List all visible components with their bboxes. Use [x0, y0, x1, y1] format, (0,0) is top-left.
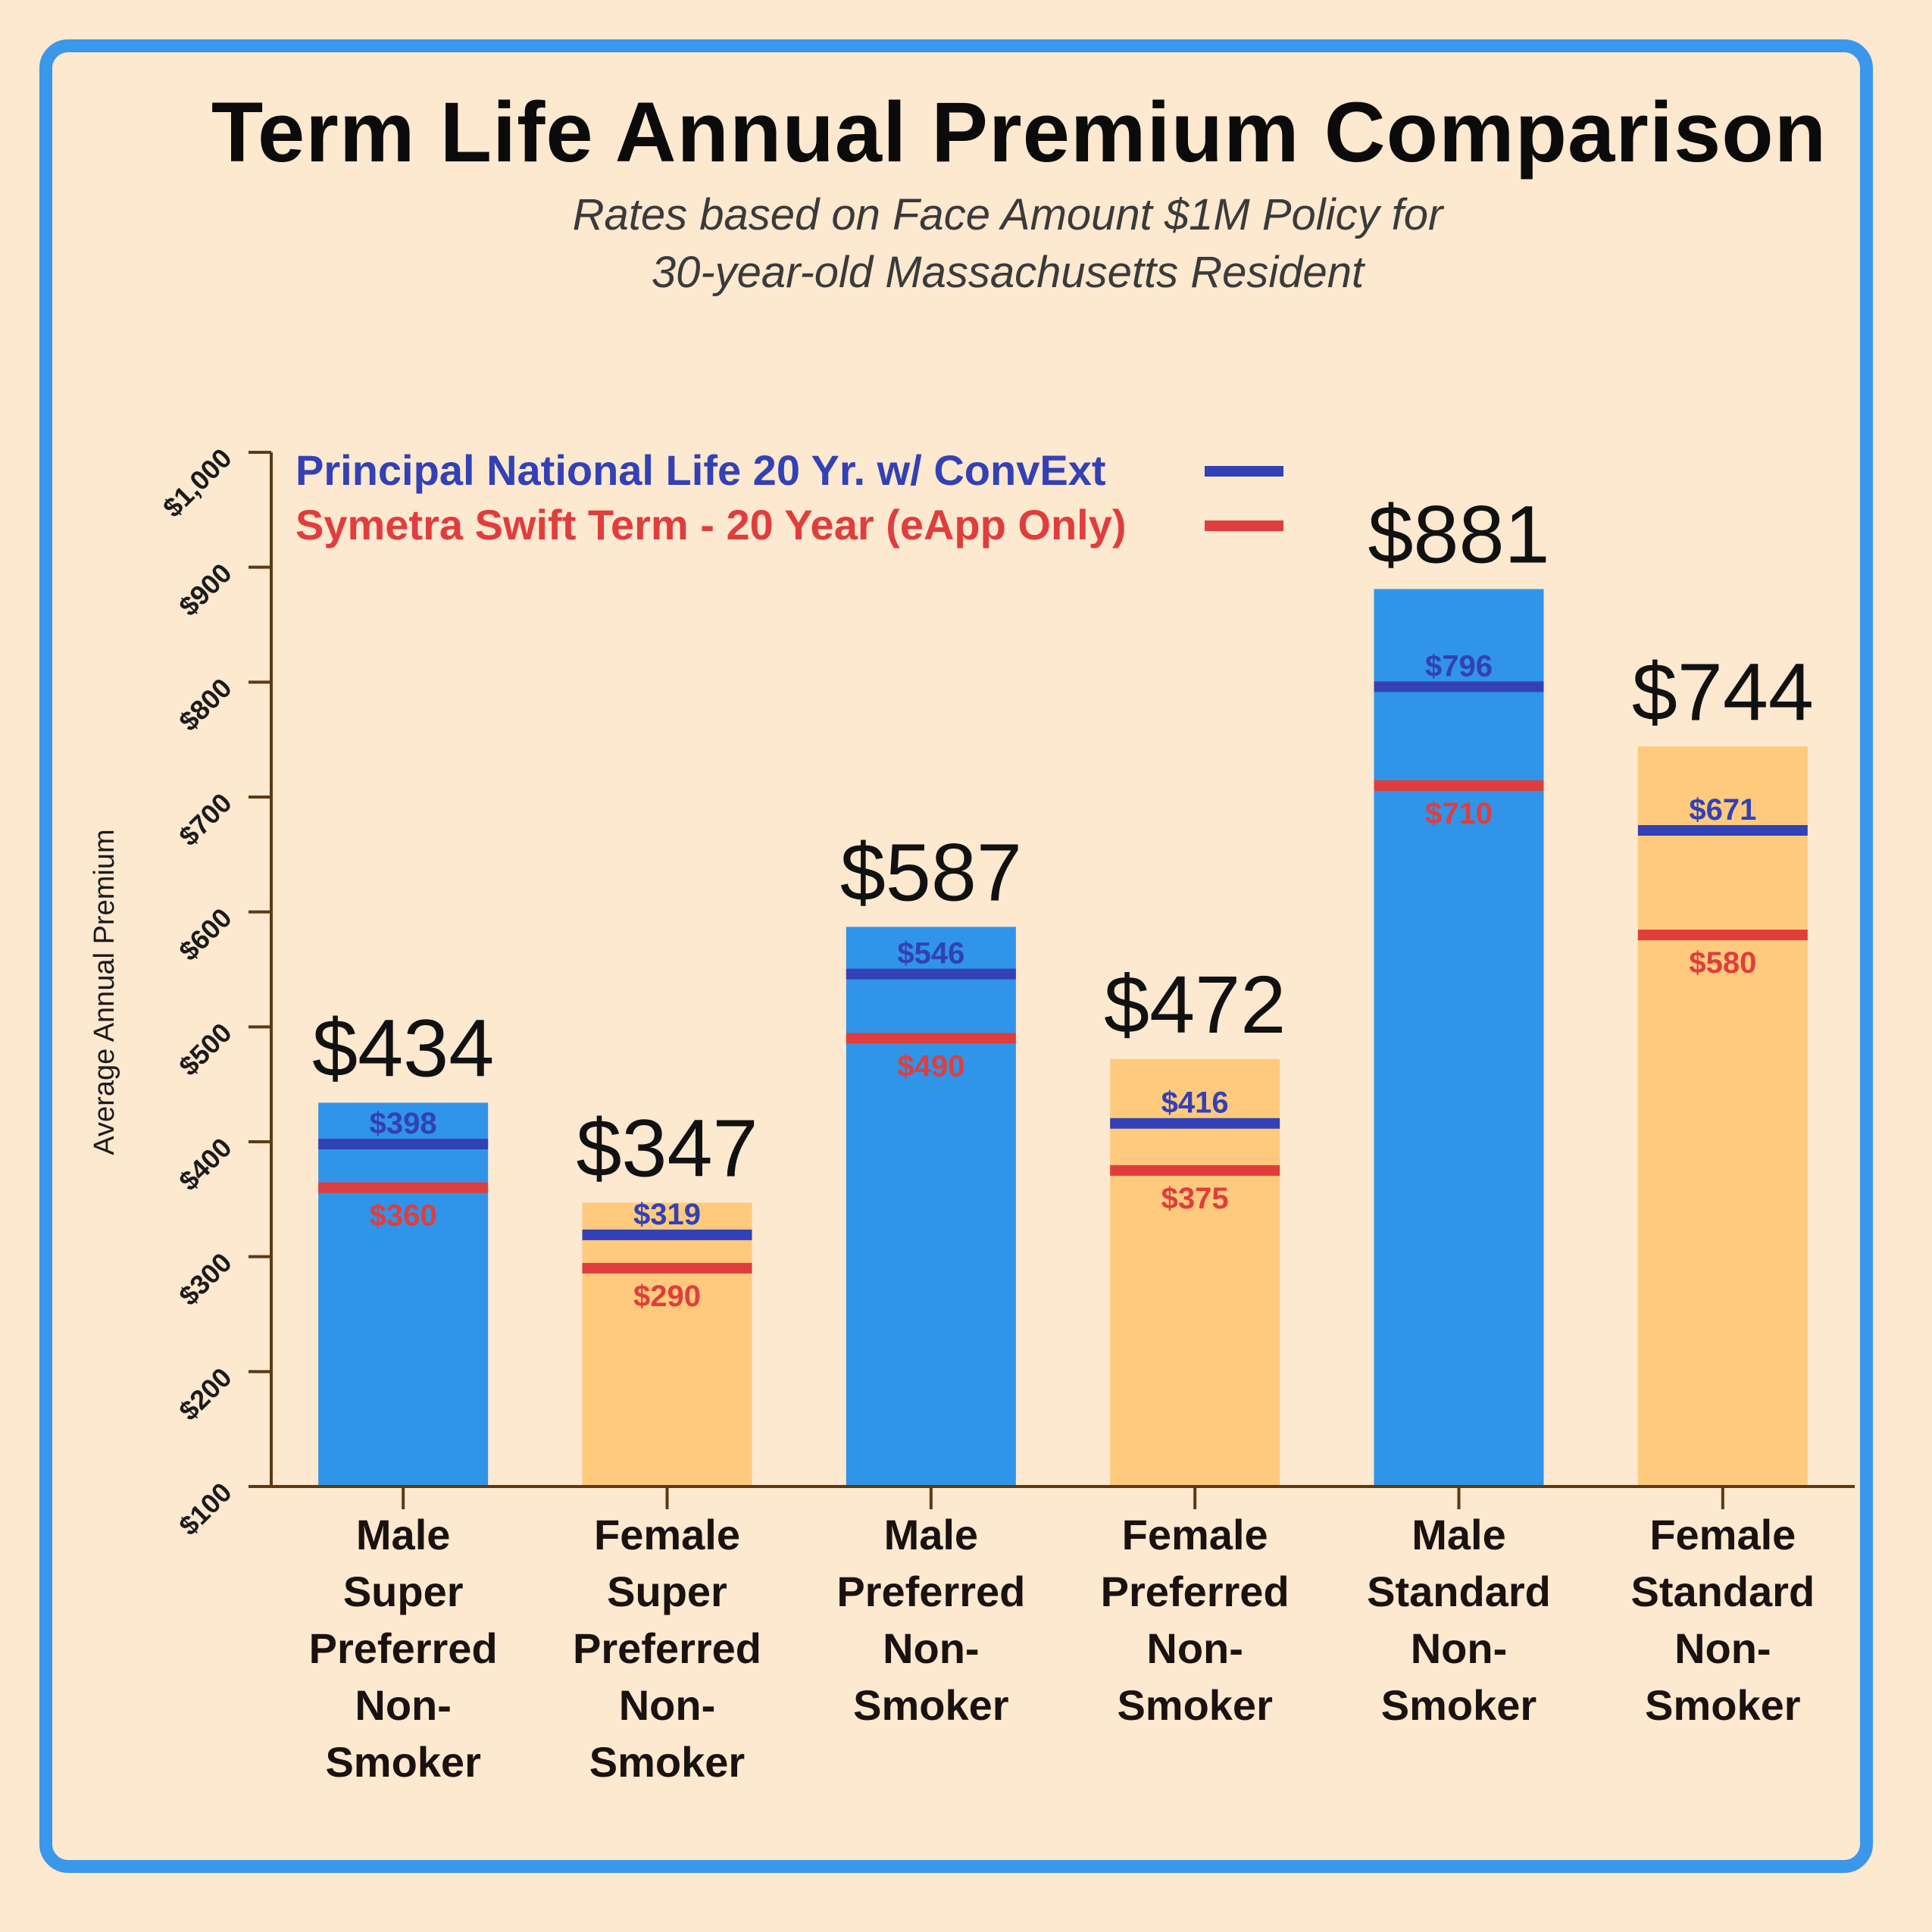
premium-marker-label: $580 [1689, 946, 1756, 980]
x-category-label: Female [594, 1511, 740, 1558]
premium-marker-label: $490 [897, 1050, 964, 1083]
bar [582, 1202, 752, 1487]
x-category-label: Non- [1674, 1624, 1771, 1672]
subtitle-line-1: Rates based on Face Amount $1M Policy fo… [572, 190, 1443, 239]
x-category-label: Smoker [325, 1738, 480, 1786]
premium-marker-label: $398 [370, 1107, 437, 1140]
y-tick-label: $200 [173, 1361, 238, 1427]
bar-value-label: $587 [840, 826, 1022, 918]
premium-marker-label: $360 [370, 1199, 437, 1233]
x-category-label: Smoker [1381, 1681, 1537, 1729]
y-tick-label: $800 [173, 672, 238, 737]
y-tick-label: $600 [173, 902, 238, 967]
x-category-label: Male [1411, 1511, 1506, 1558]
y-tick-label: $300 [173, 1246, 238, 1311]
bar [318, 1102, 489, 1487]
chart-subtitle: Rates based on Face Amount $1M Policy fo… [0, 186, 1932, 302]
bar [1374, 589, 1544, 1487]
marks-layer: $398 $319 $546 $416 $796 $671 $360 $290 $490 $375… [318, 649, 1808, 1313]
x-category-label: Smoker [1645, 1681, 1800, 1729]
x-category-label: Preferred [573, 1624, 761, 1672]
premium-marker-label: $319 [633, 1198, 701, 1231]
x-category-label: Male [356, 1511, 451, 1558]
premium-marker-label: $375 [1161, 1182, 1229, 1215]
x-category-label: Super [343, 1568, 464, 1615]
premium-marker-label: $671 [1689, 793, 1756, 827]
y-tick-label: $100 [173, 1477, 238, 1542]
bar-value-label: $472 [1104, 958, 1286, 1050]
legend: Principal National Life 20 Yr. w/ ConvEx… [295, 446, 1283, 549]
y-axis-title: Average Annual Premium [89, 829, 120, 1155]
y-tick-label: $500 [173, 1017, 238, 1082]
x-category-label: Male [884, 1511, 979, 1558]
bar-value-label: $347 [576, 1102, 758, 1193]
premium-marker-label: $416 [1161, 1086, 1229, 1120]
y-tick-label: $1,000 [157, 442, 238, 524]
x-category-label: Preferred [836, 1568, 1025, 1615]
card-frame [39, 39, 1873, 1873]
x-category-label: Smoker [589, 1738, 745, 1786]
y-tick-label: $400 [173, 1132, 238, 1197]
y-tick-label: $900 [173, 557, 238, 622]
x-category-label: Non- [1146, 1624, 1243, 1672]
x-category-label: Female [1122, 1511, 1268, 1558]
x-category-label: Non- [1411, 1624, 1508, 1672]
x-category-label: Super [607, 1568, 727, 1615]
premium-marker-label: $796 [1425, 649, 1493, 683]
chart-title: Term Life Annual Premium Comparison [211, 85, 1827, 180]
x-category-label: Smoker [1117, 1681, 1272, 1729]
x-category-label: Standard [1630, 1568, 1815, 1615]
x-category-label: Smoker [853, 1681, 1008, 1729]
axes-layer: $100 $200 $300 $400 $500 $600 $700 $800 $900 $1,0… [89, 442, 1855, 1786]
bar-value-label: $881 [1368, 488, 1549, 580]
legend-label: Principal National Life 20 Yr. w/ ConvEx… [295, 446, 1106, 494]
bar [1637, 746, 1808, 1487]
x-category-label: Standard [1367, 1568, 1551, 1615]
premium-marker-label: $710 [1425, 797, 1493, 830]
x-category-label: Non- [355, 1681, 452, 1729]
subtitle-line-2: 30-year-old Massachusetts Resident [651, 248, 1365, 297]
premium-marker-label: $546 [897, 937, 964, 971]
x-category-label: Non- [619, 1681, 716, 1729]
x-category-label: Female [1649, 1511, 1796, 1558]
bar-value-label: $744 [1632, 646, 1814, 737]
bar-value-label: $434 [312, 1002, 494, 1093]
bar [1110, 1058, 1280, 1487]
premium-marker-label: $290 [633, 1280, 701, 1313]
y-tick-label: $700 [173, 787, 238, 852]
bars-layer: $434 $347 $587 $472 $881 $744 [312, 488, 1814, 1487]
x-category-label: Preferred [309, 1624, 498, 1672]
x-category-label: Preferred [1101, 1568, 1290, 1615]
legend-label: Symetra Swift Term - 20 Year (eApp Only) [295, 501, 1127, 549]
bar [846, 927, 1016, 1487]
x-category-label: Non- [883, 1624, 980, 1672]
